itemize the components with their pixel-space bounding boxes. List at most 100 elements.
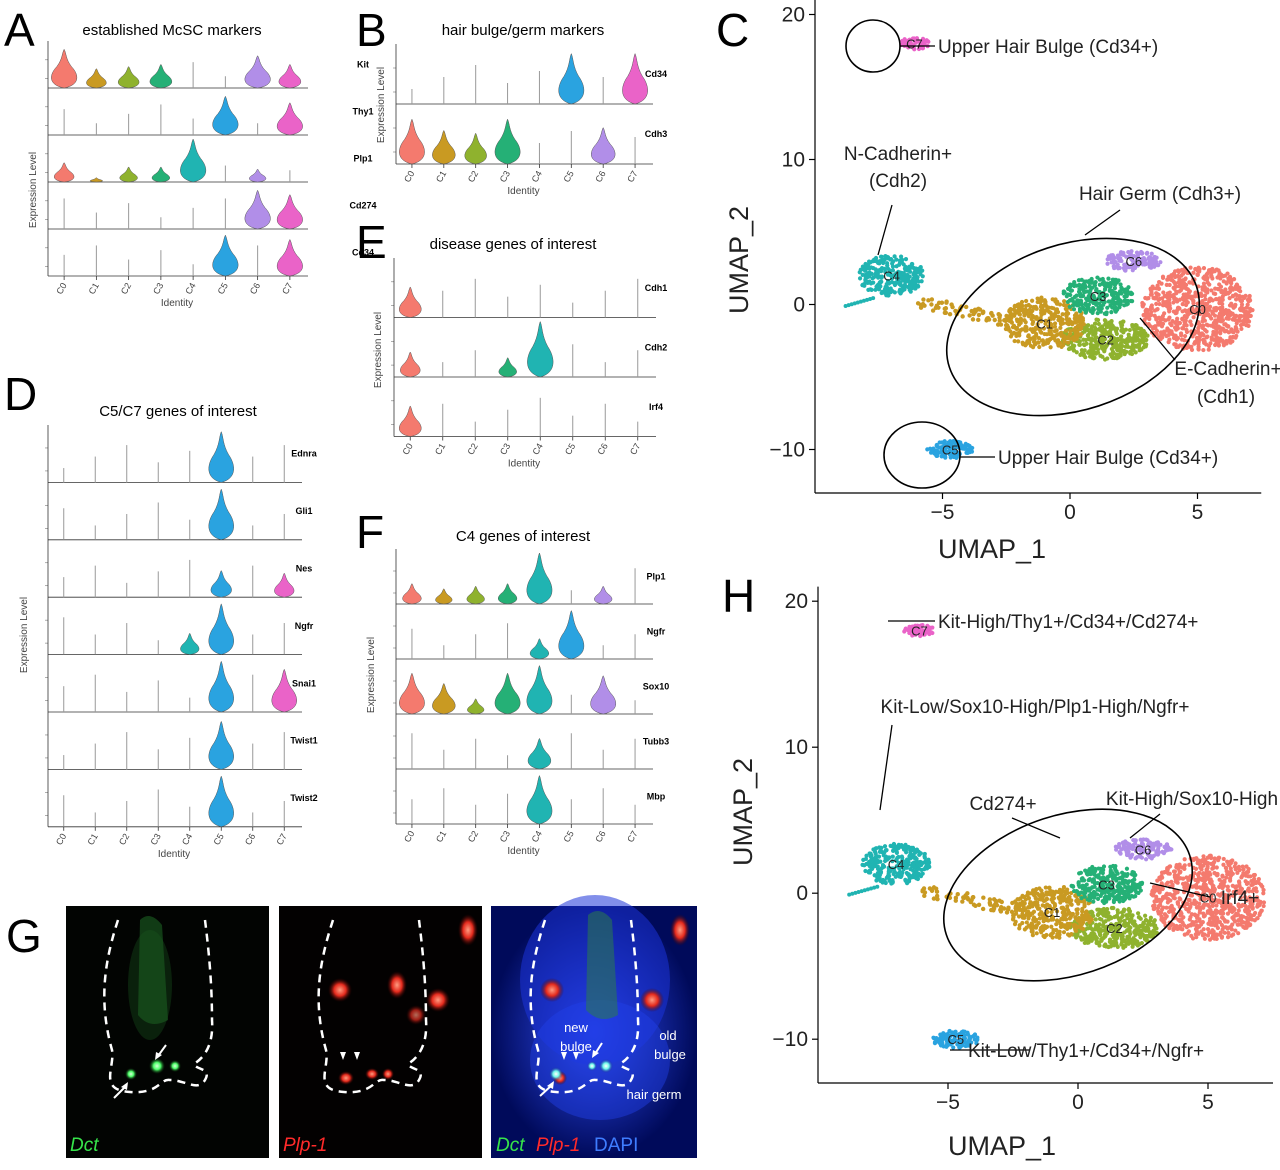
violin-cdh1-c0 — [399, 286, 422, 318]
point-c1 — [1073, 923, 1078, 928]
point-c0 — [1233, 861, 1238, 866]
point-c4 — [911, 863, 916, 868]
violin-panels: established McSC markersKitThy1Plp1Cd274… — [19, 22, 669, 860]
point-c0 — [1210, 311, 1216, 316]
point-bridge — [920, 889, 925, 894]
point-c0 — [1154, 316, 1159, 321]
point-c0 — [1238, 886, 1243, 891]
x-tick-label-c2: C2 — [466, 169, 480, 184]
point-c0 — [1198, 905, 1203, 910]
point-c0 — [1185, 300, 1190, 305]
point-c0 — [1195, 272, 1200, 277]
point-c0 — [1239, 326, 1244, 331]
y-axis-label: Expression Level — [28, 152, 39, 228]
point-c1 — [1018, 316, 1023, 321]
point-c2 — [1097, 922, 1102, 927]
point-c3 — [1097, 282, 1102, 287]
point-c4 — [873, 846, 878, 851]
point-c4 — [905, 872, 910, 877]
point-bridge — [998, 322, 1004, 327]
point-c0 — [1205, 271, 1210, 276]
point-bridge — [922, 893, 927, 899]
violin-sox10-c0 — [399, 672, 425, 715]
point-c0 — [1187, 310, 1193, 315]
violin-cdh2-c4 — [527, 320, 554, 378]
point-c1 — [1024, 920, 1029, 925]
point-c0 — [1240, 864, 1245, 869]
point-c0 — [1171, 300, 1176, 305]
point-c0 — [1231, 330, 1236, 335]
y-axis-label: Expression Level — [373, 312, 384, 388]
point-c2 — [1081, 337, 1086, 342]
violin-plp1-c0 — [402, 583, 422, 605]
point-c0 — [1225, 911, 1231, 916]
point-c3 — [1078, 870, 1084, 875]
point-c6 — [1111, 260, 1117, 265]
point-c6 — [1152, 260, 1157, 265]
point-c0 — [1195, 924, 1200, 929]
point-c0 — [1227, 863, 1232, 868]
point-c3 — [1108, 280, 1113, 286]
point-c3 — [1074, 283, 1079, 288]
x-tick-label: −5 — [936, 1091, 960, 1114]
point-bridge — [929, 302, 934, 307]
point-c0 — [1182, 338, 1187, 343]
point-c0 — [1153, 326, 1158, 331]
point-c0 — [1235, 284, 1240, 289]
point-c0 — [1165, 867, 1170, 872]
point-c0 — [1233, 314, 1238, 319]
point-c4 — [919, 268, 924, 273]
x-axis-label: Identity — [507, 186, 539, 197]
point-c4 — [926, 863, 931, 869]
point-c2 — [1114, 355, 1120, 361]
point-c1 — [1062, 339, 1067, 344]
point-c1 — [1018, 303, 1023, 308]
point-c0 — [1229, 927, 1234, 932]
point-c0 — [1223, 291, 1228, 297]
point-c0 — [1154, 894, 1159, 899]
point-c0 — [1174, 291, 1179, 296]
point-c6 — [1127, 265, 1132, 270]
point-c4 — [894, 257, 899, 262]
point-c0 — [1217, 884, 1222, 890]
point-c0 — [1229, 933, 1234, 938]
point-c0 — [1237, 890, 1242, 896]
point-c2 — [1133, 330, 1138, 335]
point-c1 — [1027, 338, 1032, 343]
point-c2 — [1085, 332, 1091, 338]
point-c4 — [876, 859, 881, 864]
point-c1 — [1077, 332, 1082, 337]
x-tick-label: 0 — [1064, 501, 1076, 524]
point-c2 — [1134, 326, 1139, 332]
point-bridge — [967, 313, 972, 318]
point-c1 — [1031, 917, 1036, 923]
cluster-label-c2: C2 — [1097, 332, 1114, 347]
point-c0 — [1194, 335, 1200, 340]
point-c2 — [1127, 911, 1132, 916]
point-c4 — [877, 261, 882, 266]
point-c4-tail — [861, 298, 866, 303]
point-c0 — [1207, 304, 1213, 309]
point-c0 — [1219, 922, 1224, 928]
point-c3 — [1116, 296, 1121, 302]
point-c0 — [1236, 879, 1242, 884]
point-c0 — [1256, 880, 1261, 886]
point-c0 — [1209, 273, 1214, 279]
point-c0 — [1261, 887, 1266, 893]
point-c4 — [873, 287, 878, 292]
point-c1 — [1009, 316, 1014, 321]
point-c2 — [1131, 936, 1136, 941]
point-c4-tail — [850, 891, 855, 896]
point-c1 — [1014, 317, 1020, 322]
point-c3 — [1102, 294, 1107, 299]
point-c0 — [1190, 306, 1195, 311]
point-c0 — [1224, 280, 1229, 285]
x-axis-label: Identity — [508, 459, 540, 470]
point-c4 — [904, 274, 909, 279]
violin-kit-c3 — [149, 63, 172, 89]
point-c1 — [1036, 336, 1042, 341]
point-c0 — [1213, 297, 1219, 302]
point-bridge — [960, 314, 965, 319]
point-c0 — [1228, 866, 1233, 871]
